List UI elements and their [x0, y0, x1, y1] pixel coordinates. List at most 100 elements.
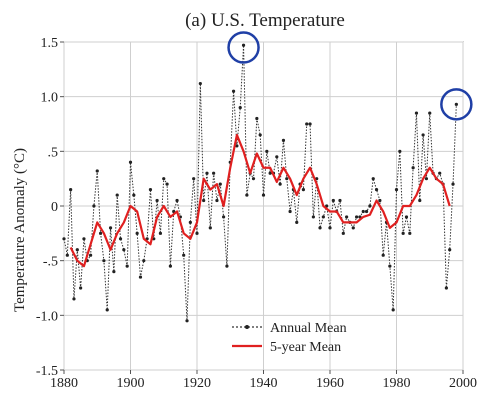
annual-mean-point	[218, 182, 222, 186]
x-tick-label: 1940	[250, 376, 278, 391]
y-tick-label: 1.0	[41, 91, 59, 106]
annual-mean-point	[398, 149, 402, 153]
annual-mean-point	[361, 209, 365, 214]
annual-mean-point	[132, 193, 136, 197]
annual-mean-point	[275, 155, 279, 159]
annual-mean-point	[331, 198, 335, 203]
chart-title: (a) U.S. Temperature	[185, 10, 345, 31]
annual-mean-point	[381, 253, 385, 257]
highlight-circle	[440, 88, 473, 121]
annual-mean-point	[424, 177, 429, 181]
annual-mean-point	[198, 81, 202, 86]
legend-5yr-label: 5-year Mean	[270, 340, 341, 355]
annual-mean-line	[63, 45, 457, 321]
annual-mean-point	[255, 116, 259, 121]
series	[62, 43, 458, 323]
annual-mean-point	[112, 270, 116, 274]
x-tick-label: 1920	[183, 376, 211, 391]
annual-mean-point	[231, 89, 236, 93]
annual-mean-point	[208, 226, 212, 230]
annual-mean-point	[414, 111, 419, 115]
y-tick-label: 1.5	[41, 36, 59, 51]
annual-mean-point	[388, 264, 392, 268]
annual-mean-point	[278, 182, 282, 186]
annual-mean-point	[404, 215, 409, 219]
x-tick-label: 1960	[316, 376, 344, 391]
annual-mean-point	[418, 198, 422, 203]
annual-mean-point	[311, 215, 315, 219]
annual-mean-point	[142, 259, 146, 263]
annual-mean-point	[451, 182, 455, 186]
annual-mean-point	[222, 215, 226, 219]
annual-mean-point	[175, 198, 179, 203]
annual-mean-point	[428, 111, 432, 115]
annual-mean-point	[394, 188, 399, 192]
annual-mean-point	[105, 308, 109, 312]
annual-mean-point	[391, 308, 395, 312]
annual-mean-point	[215, 198, 219, 203]
x-tick-label: 1880	[50, 376, 78, 391]
annotations	[227, 31, 473, 121]
annual-mean-point	[138, 275, 143, 279]
annual-mean-point	[212, 171, 216, 175]
annual-mean-point	[82, 237, 86, 241]
annual-mean-point	[295, 220, 299, 224]
annual-mean-point	[235, 144, 239, 148]
annual-mean-point	[421, 133, 425, 137]
annual-mean-point	[155, 198, 159, 203]
annual-mean-point	[444, 286, 448, 290]
annual-mean-point	[288, 209, 292, 214]
annual-mean-point	[285, 177, 289, 181]
annual-mean-point	[371, 177, 375, 181]
annual-mean-point	[108, 226, 113, 230]
legend: Annual Mean 5-year Mean	[232, 321, 347, 355]
annual-mean-point	[89, 253, 93, 257]
y-tick-label: 0	[51, 200, 58, 215]
five-year-mean-line	[69, 133, 451, 268]
legend-annual-marker	[245, 325, 249, 329]
annual-mean-point	[98, 231, 103, 235]
annual-mean-point	[102, 259, 106, 263]
axis-ticks: 1880 1900 1920 1940 1960 1980 2000 1.5 1.0 .5 0 -.5…	[36, 36, 477, 391]
x-tick-label: 1900	[117, 376, 145, 391]
annual-mean-point	[438, 171, 442, 175]
annual-mean-point	[125, 264, 129, 268]
annual-mean-point	[192, 177, 196, 181]
legend-annual-label: Annual Mean	[270, 321, 347, 336]
annual-mean-point	[188, 220, 192, 224]
annual-mean-point	[205, 171, 209, 175]
annual-mean-point	[148, 188, 153, 192]
annual-mean-point	[351, 226, 355, 230]
annual-mean-point	[135, 231, 139, 235]
x-tick-label: 2000	[449, 376, 477, 391]
y-axis-label: Temperature Anomaly (°C)	[12, 148, 28, 312]
annual-mean-point	[158, 231, 163, 235]
annual-mean-point	[374, 188, 379, 192]
annual-mean-point	[268, 171, 272, 175]
annual-mean-point	[225, 264, 229, 268]
annual-mean-point	[195, 231, 199, 235]
annual-mean-point	[75, 248, 79, 252]
annual-mean-point	[265, 149, 269, 153]
annual-mean-point	[62, 237, 66, 241]
annual-mean-point	[165, 182, 169, 186]
annual-mean-point	[338, 198, 342, 203]
annual-mean-point	[168, 264, 172, 268]
annual-mean-point	[355, 215, 359, 219]
annual-mean-point	[72, 297, 76, 301]
annual-mean-point	[318, 226, 322, 230]
annual-mean-point	[261, 193, 266, 197]
annual-mean-point	[364, 209, 369, 214]
annual-mean-point	[301, 188, 305, 192]
annual-mean-point	[454, 102, 458, 106]
annual-mean-point	[128, 160, 133, 164]
y-tick-label: -1.5	[36, 364, 58, 379]
annual-mean-point	[162, 177, 166, 181]
y-tick-label: .5	[48, 145, 59, 160]
annual-mean-point	[241, 43, 246, 47]
annual-mean-point	[92, 204, 96, 208]
annual-mean-point	[251, 177, 256, 181]
annual-mean-point	[341, 231, 345, 235]
